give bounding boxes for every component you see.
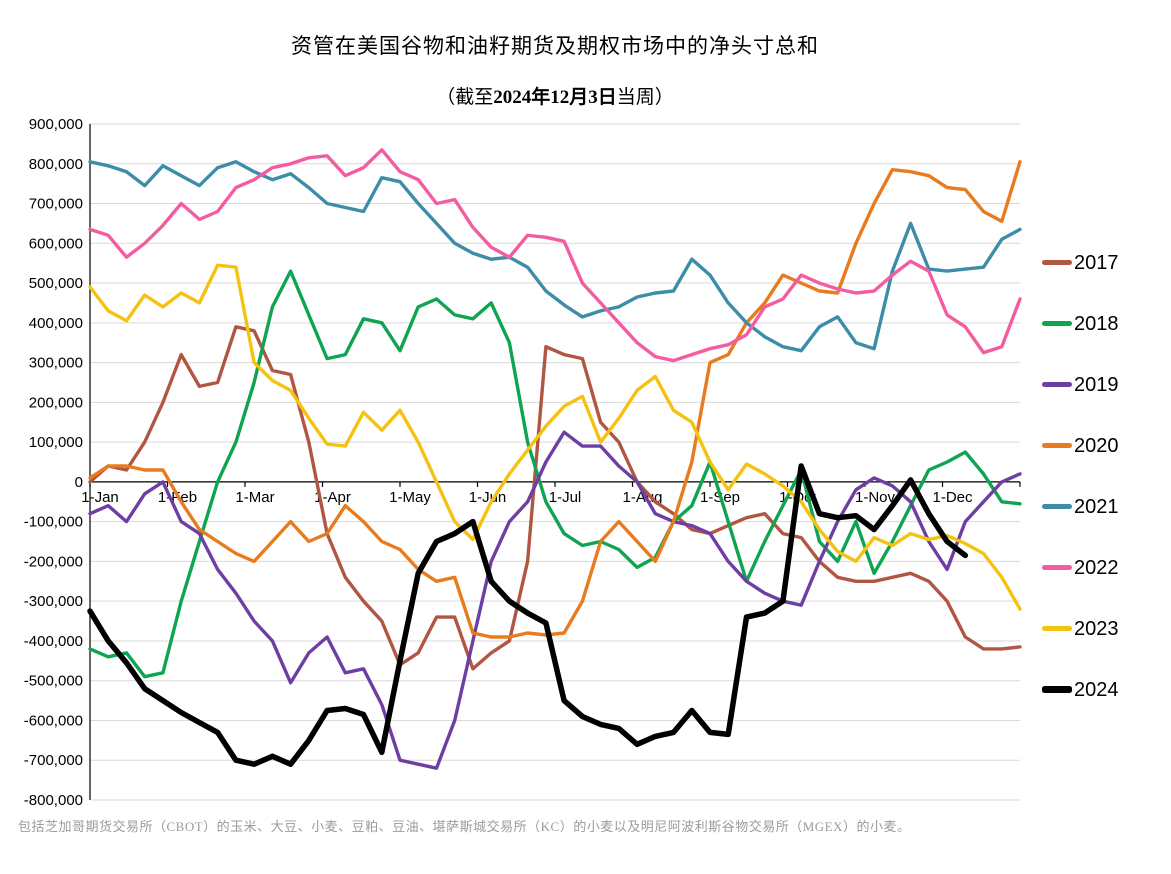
- chart-title: 资管在美国谷物和油籽期货及期权市场中的净头寸总和: [291, 34, 819, 58]
- legend-label: 2020: [1074, 434, 1119, 457]
- y-tick-label: -700,000: [24, 752, 83, 769]
- legend-swatch-2020: [1042, 443, 1072, 448]
- y-tick-label: -100,000: [24, 514, 83, 531]
- subtitle-suffix: 当周）: [616, 87, 674, 108]
- x-tick-label: 1-Aug: [622, 489, 662, 506]
- legend-item-2020: 2020: [1042, 433, 1119, 458]
- legend-label: 2019: [1074, 373, 1119, 396]
- series-line-2017: [88, 325, 1022, 671]
- x-tick-label: 1-Apr: [314, 489, 351, 506]
- legend-item-2021: 2021: [1042, 494, 1119, 519]
- legend-label: 2021: [1074, 495, 1119, 518]
- x-tick-label: 1-Jul: [549, 489, 582, 506]
- series-line-2024: [87, 463, 969, 767]
- chart-footnote: 包括芝加哥期货交易所（CBOT）的玉米、大豆、小麦、豆粕、豆油、堪萨斯城交易所（…: [18, 819, 911, 834]
- series-line-2023: [88, 263, 1022, 611]
- y-tick-label: -600,000: [24, 712, 83, 729]
- legend-swatch-2017: [1042, 260, 1072, 265]
- legend-swatch-2018: [1042, 321, 1072, 326]
- legend-item-2018: 2018: [1042, 311, 1119, 336]
- legend-swatch-2021: [1042, 504, 1072, 509]
- y-tick-label: -400,000: [24, 633, 83, 650]
- x-tick-label: 1-Dec: [932, 489, 973, 506]
- series-line-2019: [88, 430, 1022, 770]
- legend-item-2023: 2023: [1042, 616, 1119, 641]
- legend-label: 2017: [1074, 251, 1119, 274]
- y-tick-label: -800,000: [24, 792, 83, 809]
- legend-swatch-2019: [1042, 382, 1072, 387]
- y-tick-label: 800,000: [29, 156, 83, 173]
- y-tick-label: 400,000: [29, 315, 83, 332]
- series-line-2021: [88, 160, 1022, 353]
- chart-subtitle: （截至2024年12月3日当周）: [90, 82, 1020, 109]
- legend-label: 2024: [1074, 678, 1119, 701]
- y-tick-label: -300,000: [24, 593, 83, 610]
- legend-swatch-2022: [1042, 565, 1072, 570]
- legend-label: 2022: [1074, 556, 1119, 579]
- legend-label: 2023: [1074, 617, 1119, 640]
- legend-item-2022: 2022: [1042, 555, 1119, 580]
- y-tick-label: 200,000: [29, 394, 83, 411]
- chart-legend: 2017 2018 2019 2020 2021 2022 2023 2024: [1042, 250, 1119, 702]
- x-tick-label: 1-Jun: [469, 489, 507, 506]
- series-line-2020: [88, 160, 1022, 639]
- y-tick-label: 100,000: [29, 434, 83, 451]
- legend-item-2017: 2017: [1042, 250, 1119, 275]
- x-tick-label: 1-Mar: [235, 489, 274, 506]
- subtitle-date: 2024年12月3日: [493, 87, 617, 108]
- legend-swatch-2024: [1042, 686, 1072, 693]
- y-tick-label: 600,000: [29, 235, 83, 252]
- x-tick-label: 1-Nov: [855, 489, 896, 506]
- legend-item-2024: 2024: [1042, 677, 1119, 702]
- y-tick-label: 500,000: [29, 275, 83, 292]
- y-tick-label: 900,000: [29, 116, 83, 133]
- subtitle-prefix: （截至: [436, 87, 494, 108]
- y-tick-label: 300,000: [29, 355, 83, 372]
- x-tick-label: 1-May: [389, 489, 431, 506]
- series-line-2022: [88, 148, 1022, 363]
- legend-swatch-2023: [1042, 626, 1072, 631]
- legend-item-2019: 2019: [1042, 372, 1119, 397]
- y-tick-label: -500,000: [24, 673, 83, 690]
- y-tick-label: -200,000: [24, 553, 83, 570]
- y-tick-label: 700,000: [29, 196, 83, 213]
- series-line-2018: [88, 269, 1022, 679]
- x-tick-label: 1-Jan: [81, 489, 119, 506]
- legend-label: 2018: [1074, 312, 1119, 335]
- y-tick-label: 0: [75, 474, 83, 491]
